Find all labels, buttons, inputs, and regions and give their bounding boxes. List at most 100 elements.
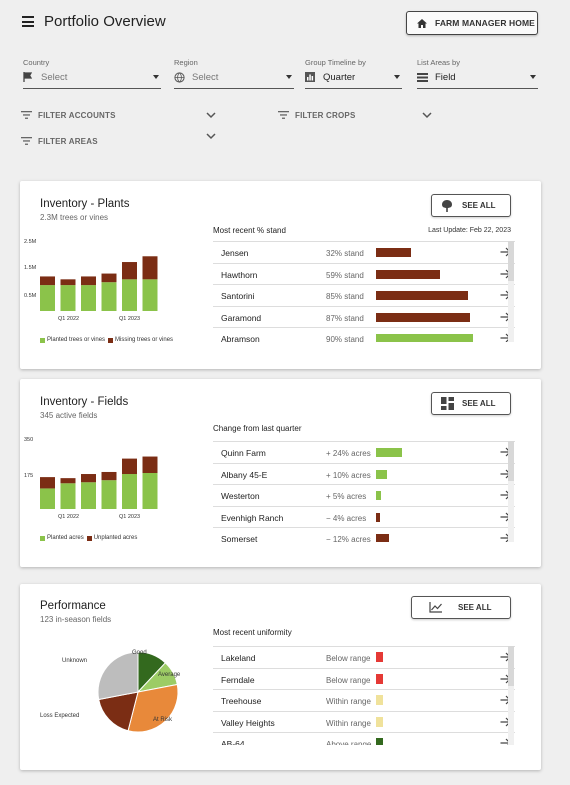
row-metric: Above range	[326, 740, 372, 745]
list-heading: Most recent % stand	[213, 226, 286, 235]
filter-accounts[interactable]: FILTER ACCOUNTS	[21, 108, 116, 122]
row-name: Abramson	[221, 334, 260, 342]
region-select[interactable]: Region Select	[174, 58, 294, 90]
trend-chart-icon	[428, 602, 442, 613]
bar-planted	[101, 480, 117, 509]
filter-areas[interactable]: FILTER AREAS	[21, 134, 98, 148]
list-item[interactable]: Somerset − 12% acres	[213, 528, 515, 542]
timeline-select[interactable]: Group Timeline by Quarter	[305, 58, 402, 90]
list-item[interactable]: Valley Heights Within range	[213, 712, 515, 733]
bar-missing	[101, 471, 117, 481]
list-item[interactable]: Evenhigh Ranch − 4% acres	[213, 507, 515, 528]
chevron-down-icon[interactable]	[206, 112, 216, 119]
country-select[interactable]: Country Select	[23, 58, 161, 90]
farm-manager-home-button[interactable]: FARM MANAGER HOME	[406, 11, 538, 35]
list-item[interactable]: Lakeland Below range	[213, 647, 515, 669]
row-metric: 90% stand	[326, 335, 364, 342]
list-item[interactable]: Hawthorn 59% stand	[213, 264, 515, 285]
timeline-label: Group Timeline by	[305, 58, 366, 67]
list-item[interactable]: Albany 45-E + 10% acres	[213, 464, 515, 485]
menu-icon[interactable]	[22, 16, 34, 27]
see-all-plants-button[interactable]: SEE ALL	[431, 194, 511, 217]
legend-swatch-planted	[40, 535, 45, 541]
filter-icon	[278, 111, 289, 119]
bar-chart-icon	[305, 72, 319, 82]
row-metric: − 12% acres	[326, 535, 371, 542]
card-title: Performance	[40, 600, 106, 612]
bar-planted	[81, 285, 96, 311]
see-all-label: SEE ALL	[462, 201, 496, 210]
y-tick-label: 350	[24, 437, 33, 443]
scrollbar[interactable]	[508, 441, 514, 542]
row-metric: + 10% acres	[326, 470, 371, 480]
row-metric: + 24% acres	[326, 449, 371, 458]
legend-label: Planted acres	[47, 535, 84, 541]
plants-list: Jensen 32% stand Hawthorn 59% stand Santorin…	[213, 241, 515, 342]
chart-legend: Planted acres Unplanted acres	[40, 535, 137, 541]
bar-missing	[81, 474, 96, 483]
country-label: Country	[23, 58, 50, 67]
caret-down-icon	[394, 75, 400, 79]
list-item[interactable]: Garamond 87% stand	[213, 307, 515, 328]
list-item[interactable]: AB-64 Above range	[213, 733, 515, 745]
pie-label: Good	[132, 650, 147, 656]
x-tick-label: Q1 2022	[58, 514, 79, 520]
row-metric: 59% stand	[326, 270, 364, 280]
see-all-fields-button[interactable]: SEE ALL	[431, 392, 511, 415]
caret-down-icon	[153, 75, 159, 79]
fields-list: Quinn Farm + 24% acres Albany 45-E + 10% ac…	[213, 441, 515, 542]
list-item[interactable]: Jensen 32% stand	[213, 242, 515, 264]
bar-missing	[142, 256, 158, 280]
x-tick-label: Q1 2023	[119, 514, 140, 520]
tree-icon	[442, 199, 452, 212]
chevron-down-icon[interactable]	[206, 133, 216, 140]
region-value: Select	[192, 71, 219, 83]
pie-slice	[98, 691, 139, 732]
list-item[interactable]: Ferndale Below range	[213, 669, 515, 690]
bar-planted	[40, 285, 55, 311]
app-bar: Portfolio Overview FARM MANAGER HOME	[0, 0, 570, 44]
timeline-value: Quarter	[323, 71, 356, 83]
caret-down-icon	[530, 75, 536, 79]
legend-label: Unplanted acres	[93, 535, 138, 541]
value-bar	[376, 469, 387, 479]
card-subtitle: 345 active fields	[40, 411, 98, 420]
scrollbar[interactable]	[508, 646, 514, 745]
row-name: Somerset	[221, 534, 258, 542]
caret-down-icon	[286, 75, 292, 79]
plants-bar-chart: 2.5M 1.5M 0.5M Q1 2022 Q1 2023	[24, 239, 158, 322]
list-item[interactable]: Westerton + 5% acres	[213, 485, 515, 507]
performance-list: Lakeland Below range Ferndale Below range Tr…	[213, 646, 515, 745]
card-subtitle: 2.3M trees or vines	[40, 213, 109, 222]
card-subtitle: 123 in-season fields	[40, 615, 112, 624]
list-areas-select[interactable]: List Areas by Field	[417, 58, 538, 90]
list-item[interactable]: Santorini 85% stand	[213, 285, 515, 307]
scrollbar[interactable]	[508, 241, 514, 342]
card-title: Inventory - Fields	[40, 396, 129, 408]
value-bar	[376, 448, 402, 457]
list-item[interactable]: Abramson 90% stand	[213, 328, 515, 342]
pie-label: Loss Expected	[40, 713, 79, 719]
legend-swatch-planted	[40, 337, 45, 343]
chevron-down-icon[interactable]	[422, 112, 432, 119]
home-button-label: FARM MANAGER HOME	[435, 18, 535, 28]
row-metric: Within range	[326, 697, 371, 706]
chart-legend: Planted trees or vines Missing trees or …	[40, 337, 173, 343]
list-item[interactable]: Treehouse Within range	[213, 690, 515, 712]
list-item[interactable]: Quinn Farm + 24% acres	[213, 442, 515, 464]
y-tick-label: 2.5M	[24, 239, 37, 245]
legend-label: Missing trees or vines	[115, 337, 174, 343]
status-indicator	[376, 695, 383, 705]
filter-crops[interactable]: FILTER CROPS	[278, 108, 355, 122]
row-metric: Below range	[326, 675, 371, 685]
card-title: Inventory - Plants	[40, 198, 130, 210]
row-metric: 85% stand	[326, 292, 364, 301]
bar-missing	[122, 262, 137, 280]
see-all-performance-button[interactable]: SEE ALL	[411, 596, 511, 619]
bar-planted	[60, 483, 76, 509]
performance-pie-chart: Good Average At Risk Loss Expected Unknown	[40, 650, 181, 733]
bar-planted	[40, 488, 55, 509]
inventory-fields-card: Inventory - Fields 345 active fields SEE…	[20, 379, 541, 567]
row-metric: Within range	[326, 718, 371, 728]
row-name: Garamond	[221, 312, 262, 323]
